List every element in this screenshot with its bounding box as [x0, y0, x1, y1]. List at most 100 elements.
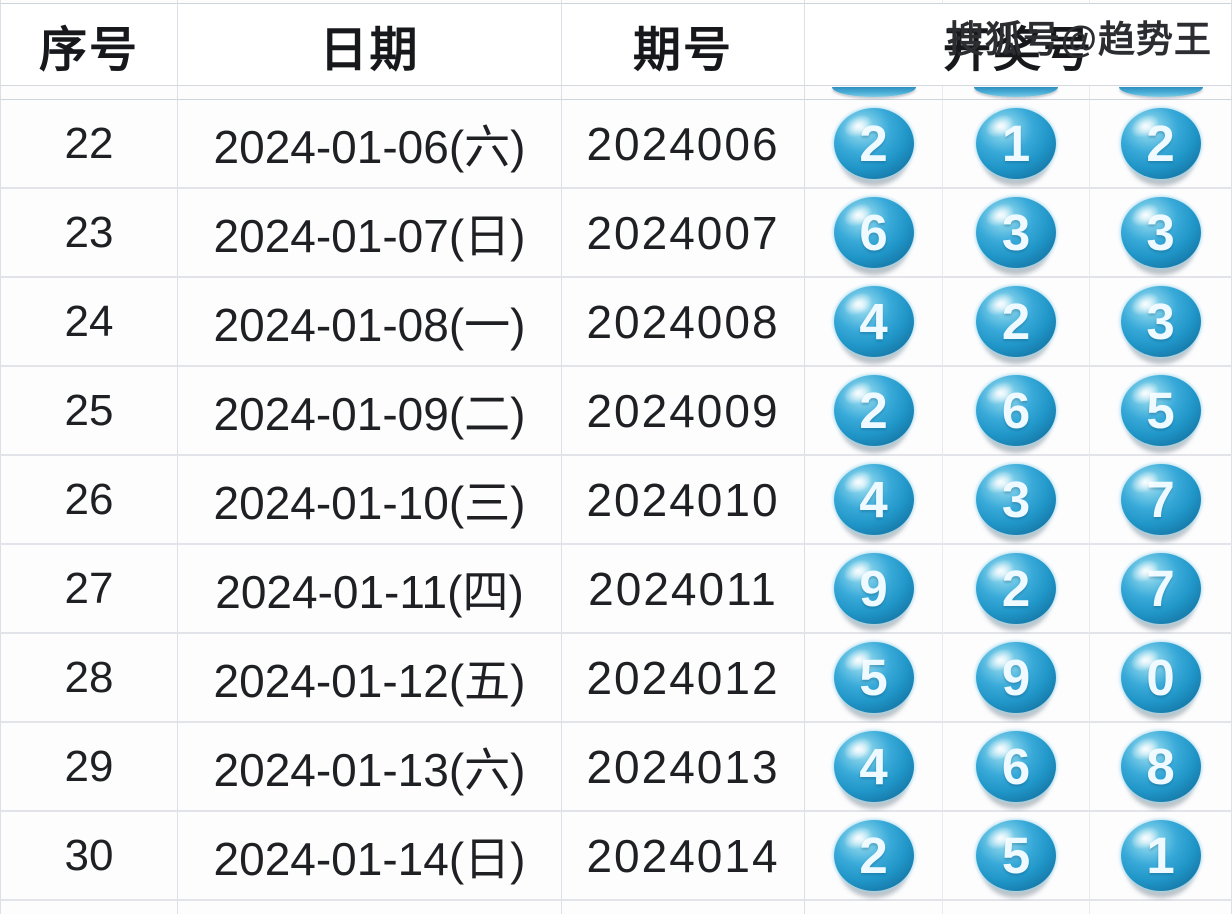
lottery-ball: 2 — [976, 286, 1056, 357]
serial-cell: 26 — [0, 456, 178, 545]
table-header-row: 序号 日期 期号 开奖号 — [0, 4, 1232, 86]
lottery-ball: 3 — [976, 464, 1056, 535]
ball-number: 2 — [859, 382, 888, 439]
serial-value: 30 — [64, 830, 114, 880]
lottery-ball: 7 — [1120, 553, 1201, 624]
lottery-ball: 2 — [833, 820, 914, 891]
table-cell — [562, 86, 805, 100]
header-cell-issue: 期号 — [562, 4, 805, 86]
header-cell-date: 日期 — [178, 4, 562, 86]
column-header-date: 日期 — [319, 23, 420, 77]
ball-number: 5 — [1146, 382, 1175, 439]
ball-number: 9 — [859, 560, 888, 617]
ball-cell: 6 — [943, 723, 1090, 812]
lottery-ball: 3 — [1120, 197, 1201, 268]
ball-cell: 3 — [943, 189, 1090, 278]
serial-cell: 23 — [0, 189, 178, 278]
partially-hidden-row — [0, 86, 1232, 100]
ball-number: 3 — [1146, 204, 1175, 261]
serial-value: 24 — [64, 296, 114, 346]
ball-number: 6 — [859, 204, 888, 261]
date-value: 2024-01-07(日) — [213, 209, 526, 262]
date-value: 2024-01-13(六) — [213, 743, 526, 796]
ball-cell: 6 — [805, 189, 943, 278]
ball-number: 3 — [1146, 293, 1175, 350]
lottery-ball: 2 — [976, 553, 1056, 624]
ball-cell: 5 — [805, 634, 943, 723]
lottery-ball: 1 — [1120, 820, 1201, 891]
ball-number: 4 — [859, 293, 888, 350]
ball-number: 3 — [1001, 204, 1031, 261]
lottery-ball: 5 — [976, 820, 1056, 891]
date-value: 2024-01-08(一) — [213, 298, 526, 351]
ball-number: 5 — [859, 649, 888, 706]
ball-cell: 1 — [1090, 812, 1232, 901]
ball-bottom-sliver — [974, 87, 1058, 97]
lottery-ball: 9 — [833, 553, 914, 624]
ball-cell: 5 — [943, 812, 1090, 901]
table-cell — [805, 901, 943, 914]
column-header-winning-numbers: 开奖号 — [942, 23, 1093, 77]
table-cell — [805, 86, 943, 100]
issue-cell: 2024010 — [562, 456, 805, 545]
table-row: 30 2024-01-14(日) 2024014 2 5 1 — [0, 812, 1232, 901]
serial-cell: 27 — [0, 545, 178, 634]
lottery-ball: 3 — [976, 197, 1056, 268]
ball-cell: 5 — [1090, 367, 1232, 456]
cropped-top-row — [0, 0, 1232, 4]
ball-number: 2 — [1001, 560, 1031, 617]
ball-cell: 1 — [943, 100, 1090, 189]
date-value: 2024-01-10(三) — [213, 476, 526, 529]
ball-cell: 7 — [1090, 456, 1232, 545]
issue-cell: 2024006 — [562, 100, 805, 189]
table-cell — [943, 86, 1090, 100]
serial-value: 26 — [64, 474, 114, 524]
serial-value: 25 — [64, 385, 114, 435]
ball-number: 1 — [1146, 827, 1175, 884]
date-cell: 2024-01-12(五) — [178, 634, 562, 723]
table-row: 29 2024-01-13(六) 2024013 4 6 8 — [0, 723, 1232, 812]
date-cell: 2024-01-14(日) — [178, 812, 562, 901]
ball-number: 2 — [1146, 115, 1175, 172]
ball-cell: 2 — [1090, 100, 1232, 189]
serial-cell: 24 — [0, 278, 178, 367]
ball-cell: 3 — [1090, 278, 1232, 367]
serial-value: 28 — [64, 652, 114, 702]
date-value: 2024-01-06(六) — [213, 120, 526, 173]
ball-cell: 9 — [805, 545, 943, 634]
lottery-ball: 4 — [833, 731, 914, 802]
date-cell: 2024-01-06(六) — [178, 100, 562, 189]
header-cell-winning-numbers: 开奖号 — [805, 4, 1232, 86]
ball-number: 7 — [1146, 471, 1175, 528]
ball-cell: 2 — [805, 367, 943, 456]
ball-cell: 2 — [943, 545, 1090, 634]
date-value: 2024-01-14(日) — [213, 832, 526, 885]
issue-value: 2024012 — [586, 651, 780, 704]
cropped-bottom-row — [0, 901, 1232, 914]
date-cell: 2024-01-10(三) — [178, 456, 562, 545]
table-cell — [178, 0, 562, 4]
table-row: 27 2024-01-11(四) 2024011 9 2 7 — [0, 545, 1232, 634]
lottery-ball: 8 — [1120, 731, 1201, 802]
date-cell: 2024-01-08(一) — [178, 278, 562, 367]
ball-number: 6 — [1001, 382, 1031, 439]
ball-number: 7 — [1146, 560, 1175, 617]
date-value: 2024-01-12(五) — [213, 654, 526, 707]
ball-cell: 2 — [943, 278, 1090, 367]
lottery-ball: 6 — [976, 731, 1056, 802]
serial-value: 22 — [64, 118, 114, 168]
issue-value: 2024013 — [586, 740, 780, 793]
date-value: 2024-01-11(四) — [215, 565, 524, 618]
serial-cell: 29 — [0, 723, 178, 812]
table-cell — [178, 86, 562, 100]
serial-value: 27 — [64, 563, 114, 613]
lottery-ball: 2 — [833, 375, 914, 446]
lottery-ball: 5 — [1120, 375, 1201, 446]
table-cell — [562, 901, 805, 914]
date-cell: 2024-01-07(日) — [178, 189, 562, 278]
ball-number: 0 — [1146, 649, 1175, 706]
serial-cell: 25 — [0, 367, 178, 456]
table-cell — [805, 0, 943, 4]
issue-value: 2024008 — [586, 295, 780, 348]
